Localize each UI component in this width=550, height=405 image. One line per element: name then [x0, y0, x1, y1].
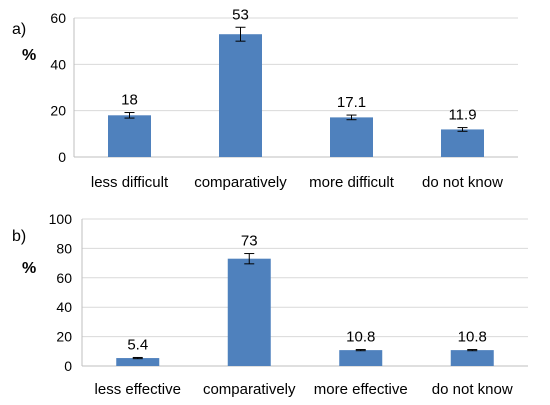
data-label: 18 [121, 92, 138, 109]
category-label: do not know [432, 381, 513, 398]
y-unit-label: % [22, 260, 36, 277]
category-label: comparatively [203, 381, 296, 398]
data-label: 10.8 [458, 329, 487, 346]
bar [108, 115, 151, 157]
y-tick-label: 40 [50, 56, 66, 72]
y-tick-label: 40 [56, 299, 72, 315]
data-label: 73 [241, 233, 258, 250]
y-unit-label: % [22, 47, 36, 64]
data-label: 5.4 [127, 336, 148, 353]
bar [227, 258, 271, 366]
y-tick-label: 80 [56, 240, 72, 256]
panel-label: a) [12, 21, 26, 38]
category-label: more difficult [309, 174, 395, 191]
data-label: 11.9 [448, 107, 476, 124]
category-label: less effective [95, 381, 181, 398]
data-label: 10.8 [346, 329, 375, 346]
data-label: 53 [232, 6, 249, 23]
bar [330, 117, 373, 157]
category-label: less difficult [91, 174, 169, 191]
data-label: 17.1 [337, 94, 366, 111]
bar [219, 34, 262, 157]
bar [441, 129, 484, 157]
bar [450, 350, 494, 366]
y-tick-label: 60 [50, 10, 66, 26]
category-label: more effective [314, 381, 408, 398]
y-tick-label: 0 [64, 358, 72, 374]
y-tick-label: 20 [56, 329, 72, 345]
panel-label: b) [12, 228, 26, 245]
y-tick-label: 20 [50, 103, 66, 119]
bar [116, 358, 160, 366]
y-tick-label: 100 [49, 211, 73, 227]
category-label: comparatively [194, 174, 287, 191]
category-label: do not know [422, 174, 503, 191]
y-tick-label: 0 [58, 149, 66, 165]
bar [339, 350, 383, 366]
y-tick-label: 60 [56, 270, 72, 286]
